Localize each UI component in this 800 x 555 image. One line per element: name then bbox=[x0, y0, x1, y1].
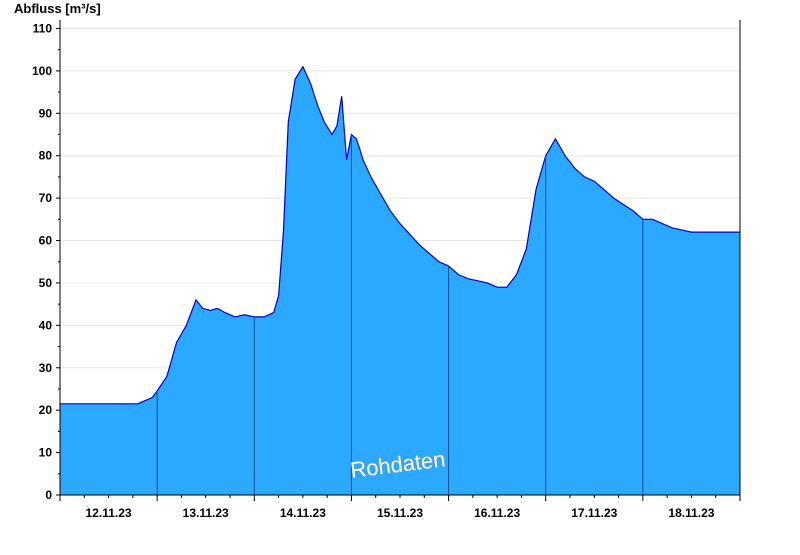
axis-layer: 0 10 20 30 40 50 60 70 80 90 100 110 12.11.23 13.11.2… bbox=[32, 20, 741, 520]
y-tick-label: 100 bbox=[32, 64, 52, 78]
y-tick-label: 90 bbox=[39, 106, 53, 120]
y-axis-label: Abfluss [m³/s] bbox=[14, 1, 101, 16]
area-layer bbox=[60, 65, 740, 495]
y-tick-label: 110 bbox=[33, 21, 53, 35]
y-tick-label: 80 bbox=[39, 149, 53, 163]
x-tick-label: 14.11.23 bbox=[280, 506, 326, 520]
discharge-line bbox=[60, 65, 740, 405]
y-tick-label: 0 bbox=[45, 488, 52, 502]
y-tick-label: 70 bbox=[39, 191, 53, 205]
discharge-area bbox=[60, 66, 740, 495]
y-tick-label: 30 bbox=[39, 361, 53, 375]
x-tick-label: 17.11.23 bbox=[571, 506, 617, 520]
y-tick-label: 10 bbox=[39, 446, 53, 460]
x-tick-label: 15.11.23 bbox=[377, 506, 423, 520]
x-tick-label: 18.11.23 bbox=[668, 506, 714, 520]
y-tick-label: 60 bbox=[39, 234, 53, 248]
y-tick-label: 40 bbox=[39, 318, 53, 332]
y-tick-label: 50 bbox=[39, 276, 53, 290]
x-tick-label: 12.11.23 bbox=[86, 506, 132, 520]
x-tick-label: 16.11.23 bbox=[474, 506, 520, 520]
x-tick-label: 13.11.23 bbox=[183, 506, 229, 520]
y-tick-label: 20 bbox=[39, 403, 53, 417]
